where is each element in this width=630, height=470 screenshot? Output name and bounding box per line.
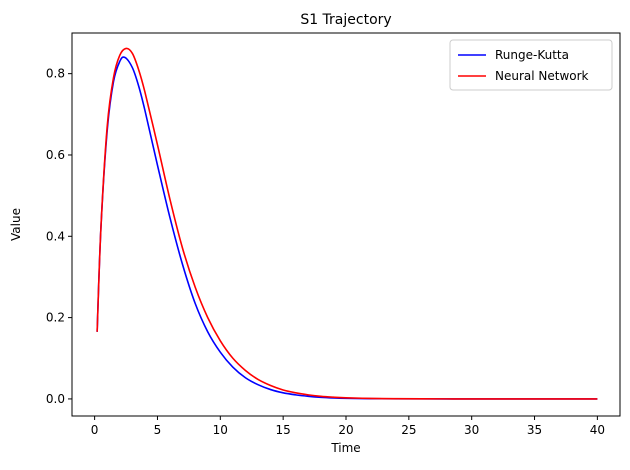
x-tick-label: 10 [213,423,228,437]
y-tick-label: 0.4 [46,229,65,243]
legend: Runge-Kutta Neural Network [449,39,613,91]
y-tick-label: 0.6 [46,148,65,162]
x-tick-label: 25 [401,423,416,437]
legend-box [449,39,613,91]
axes-frame [71,32,621,417]
legend-label-runge-kutta: Runge-Kutta [495,48,569,62]
y-tick-label: 0.2 [46,311,65,325]
x-axis-label: Time [330,441,360,455]
x-tick-label: 15 [276,423,291,437]
series-line-neural-network [96,47,598,400]
chart-title: S1 Trajectory [300,12,391,28]
x-tick-label: 5 [154,423,162,437]
y-axis-label: Value [9,208,23,241]
series-line-runge-kutta [96,56,598,400]
series-lines [96,47,598,400]
x-tick-label: 20 [338,423,353,437]
x-tick-label: 30 [464,423,479,437]
x-tick-label: 40 [590,423,605,437]
y-tick-label: 0.0 [46,392,65,406]
y-tick-label: 0.8 [46,67,65,81]
x-tick-label: 0 [91,423,99,437]
x-tick-label: 35 [527,423,542,437]
axis-ticks: 0 5 10 15 20 25 30 35 40 0.0 0.2 0.4 0.6 0.8 [46,67,605,437]
legend-label-neural-network: Neural Network [495,69,589,83]
